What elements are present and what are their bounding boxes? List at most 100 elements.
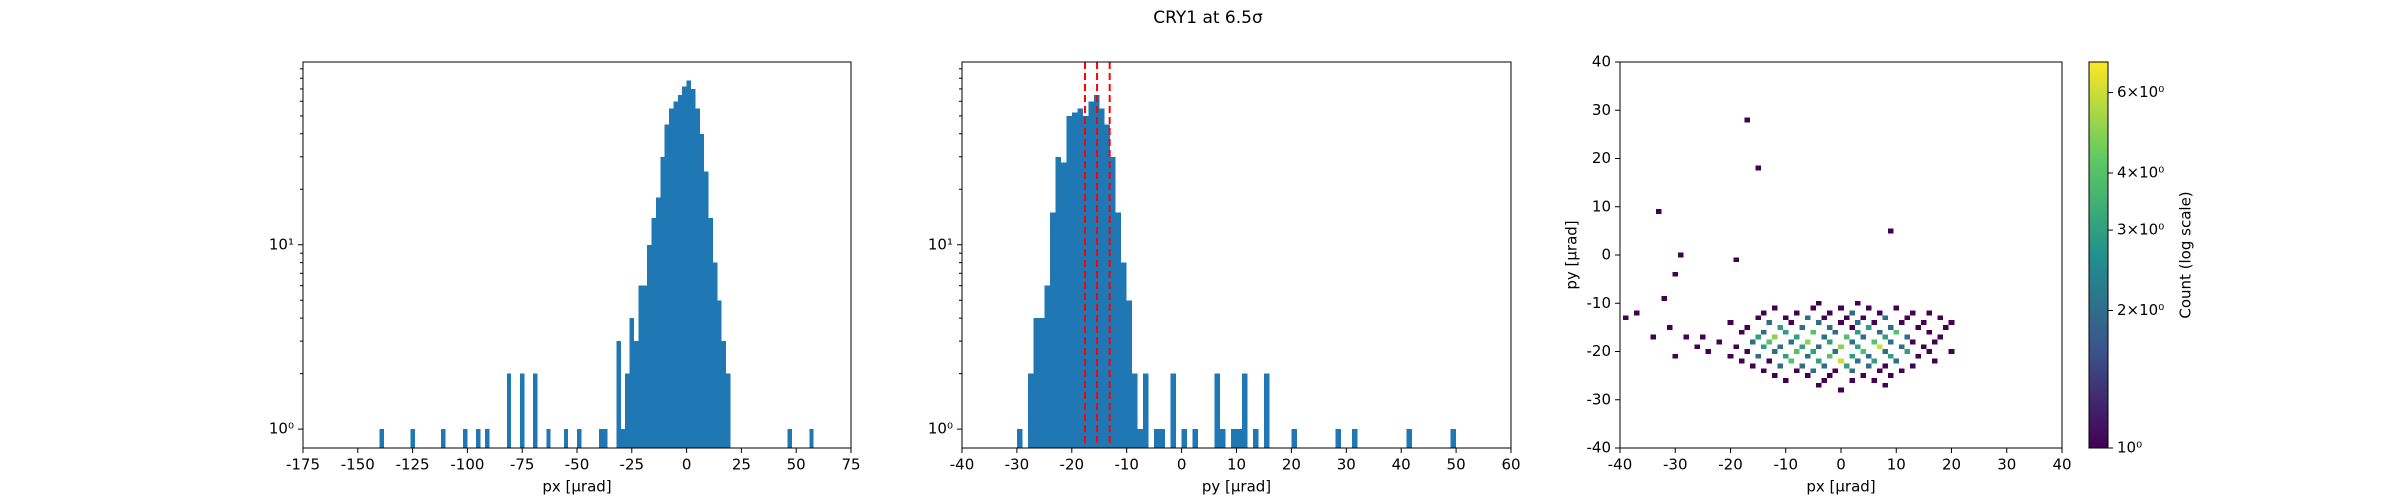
hist-cell bbox=[1871, 378, 1877, 383]
hist-cell bbox=[1838, 344, 1844, 350]
hist-cell bbox=[1766, 339, 1772, 345]
hist-cell bbox=[1782, 315, 1789, 321]
hist-cell bbox=[1744, 349, 1750, 354]
hist-cell bbox=[1915, 353, 1922, 359]
hist-cell bbox=[1678, 252, 1684, 258]
bar bbox=[1351, 429, 1358, 448]
bar bbox=[463, 429, 468, 448]
bar bbox=[1044, 285, 1050, 448]
hist-cell bbox=[1816, 320, 1822, 325]
hist-cell bbox=[1816, 382, 1822, 388]
hist-cell bbox=[1794, 310, 1800, 316]
hist-cell bbox=[1799, 344, 1806, 350]
hist-cell bbox=[1727, 320, 1734, 325]
bar bbox=[1066, 115, 1072, 448]
x-tick-label: 20 bbox=[1282, 456, 1301, 474]
bar bbox=[379, 429, 385, 448]
bar bbox=[506, 373, 512, 448]
colorbar-tick-label: 4×10⁰ bbox=[2117, 164, 2164, 182]
bar bbox=[577, 429, 582, 448]
hist-cell bbox=[1910, 310, 1916, 316]
hist-cell bbox=[1794, 334, 1800, 340]
bar bbox=[655, 197, 661, 448]
hist-cell bbox=[1882, 382, 1888, 388]
bar bbox=[1077, 108, 1083, 448]
hist-cell bbox=[1838, 387, 1844, 393]
hist-cell bbox=[1921, 344, 1927, 350]
hist-cell bbox=[1744, 324, 1750, 330]
x-tick-label: 30 bbox=[1337, 456, 1356, 474]
hist-cell bbox=[1882, 349, 1888, 354]
hist-cell bbox=[1827, 310, 1833, 316]
x-tick-label: 30 bbox=[1997, 456, 2016, 474]
bar bbox=[686, 80, 691, 449]
x-axis-label: py [μrad] bbox=[1202, 478, 1271, 496]
hist-cell bbox=[1827, 339, 1833, 345]
hist-cell bbox=[1788, 339, 1795, 345]
hist-cell bbox=[1849, 324, 1855, 330]
hist-cell bbox=[1904, 349, 1911, 354]
bar bbox=[1016, 429, 1023, 448]
bar bbox=[1104, 124, 1111, 448]
hist-cell bbox=[1926, 349, 1933, 354]
hist-cell bbox=[1821, 334, 1828, 340]
hist-cell bbox=[1782, 353, 1789, 359]
bar bbox=[1049, 212, 1056, 448]
bar bbox=[704, 171, 709, 448]
bar bbox=[629, 318, 634, 448]
bar bbox=[563, 429, 569, 448]
hist-cell bbox=[1865, 305, 1872, 311]
bar bbox=[533, 373, 538, 448]
bar bbox=[1121, 262, 1127, 448]
hist-cell bbox=[1705, 349, 1712, 354]
y-tick-label: 10 bbox=[1592, 197, 1611, 215]
bar bbox=[1241, 373, 1248, 448]
hist-cell bbox=[1932, 339, 1938, 345]
hist-cell bbox=[1899, 344, 1905, 350]
bar bbox=[712, 262, 718, 448]
hist-cell bbox=[1821, 378, 1828, 383]
x-tick-label: -150 bbox=[341, 456, 375, 474]
hist-cell bbox=[1827, 353, 1833, 359]
hist-cell bbox=[1865, 324, 1872, 330]
y-tick-label: 10¹ bbox=[269, 235, 294, 253]
bar bbox=[520, 373, 525, 448]
hist-cell bbox=[1882, 334, 1888, 340]
hist-cell bbox=[1700, 334, 1706, 340]
bar bbox=[1088, 101, 1094, 449]
hist-cell bbox=[1799, 363, 1806, 369]
hist-cell bbox=[1854, 358, 1861, 364]
x-tick-label: -30 bbox=[1663, 456, 1688, 474]
bar bbox=[1154, 429, 1160, 448]
hist-cell bbox=[1865, 353, 1872, 359]
hist-cell bbox=[1887, 373, 1894, 379]
hist-cell bbox=[1760, 329, 1767, 335]
bar bbox=[1335, 429, 1341, 448]
bar bbox=[1071, 112, 1078, 449]
colorbar-label: Count (log scale) bbox=[2177, 191, 2195, 318]
hist-cell bbox=[1777, 324, 1783, 330]
x-tick-label: -30 bbox=[1005, 456, 1030, 474]
y-tick-label: 30 bbox=[1592, 101, 1611, 119]
x-tick-label: -75 bbox=[510, 456, 535, 474]
hist-cell bbox=[1821, 315, 1828, 321]
hist-cell bbox=[1771, 334, 1778, 340]
hist-cell bbox=[1943, 324, 1949, 330]
hist-cell bbox=[1733, 344, 1739, 350]
bar bbox=[1060, 162, 1067, 448]
hist-cell bbox=[1810, 329, 1817, 335]
hist-cell bbox=[1904, 334, 1911, 340]
bar bbox=[809, 429, 814, 448]
bar bbox=[1252, 429, 1259, 448]
bar bbox=[1192, 429, 1199, 448]
bar bbox=[1110, 156, 1116, 448]
hist-cell bbox=[1887, 339, 1894, 345]
bar bbox=[1181, 429, 1188, 448]
hist-cell bbox=[1661, 296, 1667, 301]
bar bbox=[1236, 429, 1242, 448]
hist-cell bbox=[1771, 349, 1778, 354]
y-tick-label: -20 bbox=[1587, 342, 1612, 360]
hist-cell bbox=[1937, 315, 1944, 321]
x-tick-label: 50 bbox=[787, 456, 806, 474]
